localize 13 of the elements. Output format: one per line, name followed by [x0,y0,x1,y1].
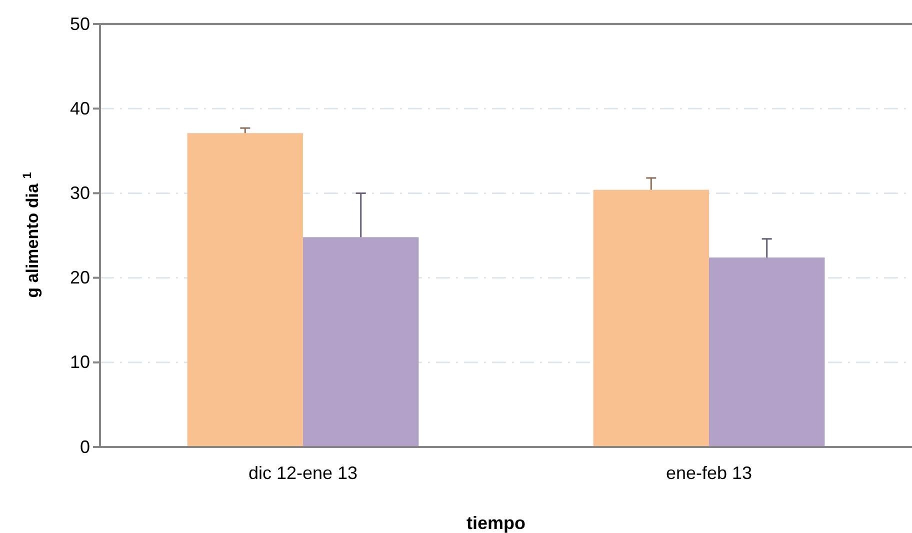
x-axis-title: tiempo [466,513,526,533]
bar [187,133,303,447]
y-tick-label: 0 [80,436,90,457]
x-tick-label: ene-feb 13 [666,462,752,483]
bar [593,190,709,447]
bar [303,237,419,447]
y-tick-label: 20 [70,268,90,288]
x-tick-label: dic 12-ene 13 [248,462,358,483]
y-tick-label: 50 [70,14,90,34]
y-tick-label: 10 [70,352,90,372]
bar [709,257,825,447]
y-tick-label: 30 [70,182,90,203]
y-tick-label: 40 [70,98,90,118]
